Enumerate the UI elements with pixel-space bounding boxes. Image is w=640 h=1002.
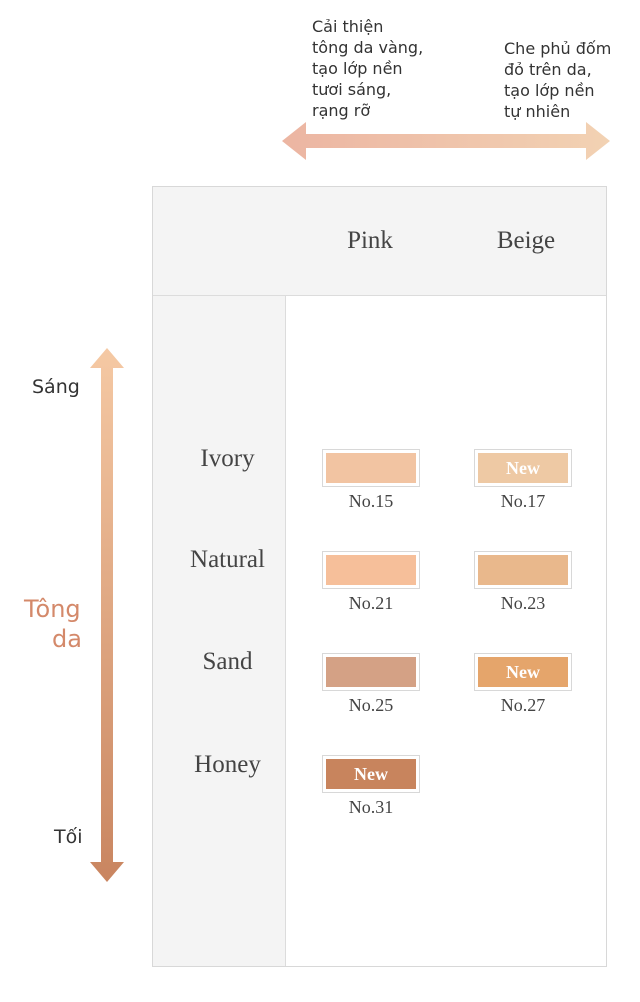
swatch-fill xyxy=(326,657,416,687)
shade-code: No.27 xyxy=(500,695,546,715)
beige-description: Che phủ đốm đỏ trên da, tạo lớp nền tự n… xyxy=(504,39,612,121)
swatch-no23[interactable] xyxy=(474,551,572,589)
vertical-double-arrow-icon xyxy=(90,348,124,882)
shade-code: No.17 xyxy=(500,491,546,511)
swatch-no31[interactable]: New xyxy=(322,755,420,793)
swatch-fill: New xyxy=(478,657,568,687)
shade-code: No.25 xyxy=(348,695,394,715)
shade-table: Pink Beige Ivory Natural Sand Honey No.1… xyxy=(152,186,607,967)
swatch-no15[interactable] xyxy=(322,449,420,487)
swatch-no27[interactable]: New xyxy=(474,653,572,691)
column-header-pink: Pink xyxy=(347,227,393,254)
swatch-fill: New xyxy=(478,453,568,483)
swatch-no25[interactable] xyxy=(322,653,420,691)
dark-label: Tối xyxy=(54,826,83,848)
shade-code: No.21 xyxy=(348,593,394,613)
light-label: Sáng xyxy=(32,376,80,398)
row-label-ivory: Ivory xyxy=(200,445,255,472)
pink-description: Cải thiện tông da vàng, tạo lớp nền tươi… xyxy=(312,17,424,120)
swatch-fill: New xyxy=(326,759,416,789)
skin-tone-label-line2: da xyxy=(52,625,82,653)
row-label-sand: Sand xyxy=(202,648,253,675)
header-row xyxy=(153,187,606,296)
swatch-no21[interactable] xyxy=(322,551,420,589)
column-header-beige: Beige xyxy=(496,227,556,254)
row-label-honey: Honey xyxy=(194,751,261,778)
shade-code: No.15 xyxy=(348,491,394,511)
shade-code: No.23 xyxy=(500,593,546,613)
row-label-column xyxy=(153,187,286,966)
swatch-fill xyxy=(326,555,416,585)
swatch-no17[interactable]: New xyxy=(474,449,572,487)
skin-tone-label-line1: Tông xyxy=(24,595,81,623)
row-label-natural: Natural xyxy=(190,546,265,573)
horizontal-double-arrow-icon xyxy=(282,122,610,160)
shade-code: No.31 xyxy=(348,797,394,817)
swatch-fill xyxy=(326,453,416,483)
swatch-fill xyxy=(478,555,568,585)
